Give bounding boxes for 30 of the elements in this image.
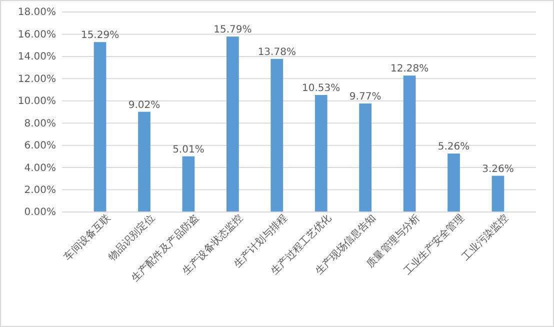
data-label: 9.02%	[128, 100, 160, 111]
data-label: 10.53%	[302, 83, 340, 94]
bar	[359, 103, 372, 212]
y-tick-label: 18.00%	[18, 7, 56, 18]
bar	[138, 112, 150, 212]
data-label: 9.77%	[349, 91, 382, 102]
data-label: 15.79%	[214, 24, 252, 36]
y-tick-label: 0.00%	[24, 207, 56, 218]
y-tick-label: 8.00%	[24, 118, 56, 130]
y-tick-label: 16.00%	[18, 29, 56, 40]
bar	[226, 36, 239, 212]
bar	[403, 76, 416, 212]
y-tick-label: 4.00%	[24, 162, 56, 174]
y-tick-label: 14.00%	[18, 52, 56, 63]
y-tick-label: 2.00%	[24, 184, 56, 196]
data-label: 3.26%	[482, 164, 514, 175]
bar	[314, 95, 328, 212]
bar	[492, 176, 504, 212]
y-tick-label: 12.00%	[18, 74, 56, 85]
y-tick-label: 6.00%	[24, 140, 56, 152]
data-label: 13.78%	[258, 46, 296, 58]
data-label: 5.01%	[172, 144, 204, 156]
data-label: 5.26%	[438, 142, 470, 153]
data-label: 15.29%	[80, 30, 120, 42]
bar	[182, 156, 195, 212]
bar	[448, 154, 460, 212]
bar	[94, 42, 106, 212]
bar	[270, 58, 284, 212]
y-tick-label: 10.00%	[18, 96, 56, 108]
data-label: 12.28%	[390, 64, 429, 75]
